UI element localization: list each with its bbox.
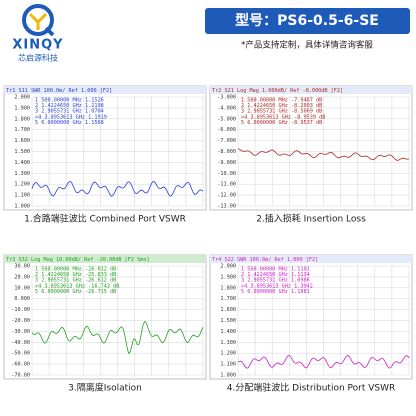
trace bbox=[31, 180, 204, 197]
caption: 1.合路端驻波比 Combined Port VSWR bbox=[24, 213, 186, 225]
y-label: 1.200 bbox=[220, 351, 236, 357]
y-label: -40.00 bbox=[11, 340, 30, 346]
y-label: -10.00 bbox=[217, 171, 236, 177]
marker-row: >4 3.8953613 GHz -8.9539 dB bbox=[241, 114, 325, 120]
marker-row: 2 1.4224650 GHz 1.1134 bbox=[241, 272, 310, 278]
caption: 3.隔离度Isolation bbox=[68, 382, 142, 394]
brand-cn: 芯启源科技 bbox=[18, 53, 58, 63]
y-label: 1.300 bbox=[14, 171, 30, 177]
marker-row: 5 6.0000000 GHz 1.1568 bbox=[35, 120, 104, 126]
marker-row: 1 500.00000 MHz 1.1526 bbox=[35, 98, 104, 104]
y-label: 1.800 bbox=[14, 116, 30, 122]
trace-title: Tr4 S22 SWR 100.0m/ Ref 1.000 [F2] bbox=[212, 257, 318, 263]
y-label: 1.700 bbox=[14, 127, 30, 133]
panel-frame bbox=[3, 85, 207, 211]
y-label: 1.100 bbox=[14, 193, 30, 199]
y-label: -60.00 bbox=[11, 362, 30, 368]
model: 型号：PS6-0.5-6-SE bbox=[235, 12, 379, 29]
vna-panel: Tr1 S11 SWR 100.0m/ Ref 1.000 [F2]2.000 1… bbox=[3, 85, 207, 225]
marker-row: >4 3.8953613 GHz 1.1919 bbox=[35, 114, 107, 120]
vna-panel: Tr2 S21 Log Mag 1.000dB/ Ref -8.000dB [F… bbox=[209, 85, 413, 225]
title-bar bbox=[210, 255, 412, 263]
y-label: -10.00 bbox=[11, 307, 30, 313]
panel-frame bbox=[209, 85, 413, 211]
y-label: -30.00 bbox=[11, 329, 30, 335]
marker-row: 3 2.9055731 GHz 1.0986 bbox=[241, 278, 310, 284]
y-label: 1.900 bbox=[14, 105, 30, 111]
y-label: -13.00 bbox=[217, 204, 236, 210]
y-label: -50.00 bbox=[11, 351, 30, 357]
y-label: 1.300 bbox=[220, 340, 236, 346]
marker-row: 5 6.0000000 GHz 1.1881 bbox=[241, 289, 310, 295]
marker-row: 3 2.9055731 GHz -26.612 dB bbox=[35, 278, 116, 284]
y-label: 0.000 bbox=[14, 296, 30, 302]
title-bar bbox=[4, 86, 206, 94]
y-label: -4.000 bbox=[217, 105, 236, 111]
y-label: 2.000 bbox=[220, 264, 236, 270]
y-label: 20.00 bbox=[14, 274, 30, 280]
y-label: 1.400 bbox=[220, 329, 236, 335]
y-label: -6.000 bbox=[217, 127, 236, 133]
title-bar bbox=[210, 86, 412, 94]
panels: Tr1 S11 SWR 100.0m/ Ref 1.000 [F2]2.0001… bbox=[3, 85, 413, 394]
trace-title: Tr1 S11 SWR 100.0m/ Ref 1.000 [F2] bbox=[6, 88, 112, 94]
marker-row: 2 1.4224650 GHz 1.2198 bbox=[35, 103, 104, 109]
y-label: 1.400 bbox=[14, 160, 30, 166]
marker-row: 5 6.0000000 GHz -8.9537 dB bbox=[241, 120, 322, 126]
panel-frame bbox=[209, 254, 413, 380]
caption: 4.分配端驻波比 Distribution Port VSWR bbox=[227, 382, 396, 394]
y-label: 1.500 bbox=[220, 318, 236, 324]
marker-row: >4 3.8953613 GHz -16.743 dB bbox=[35, 283, 119, 289]
trace-title: Tr2 S21 Log Mag 1.000dB/ Ref -8.000dB [F… bbox=[212, 88, 343, 94]
y-label: 30.00 bbox=[14, 264, 30, 270]
trace bbox=[237, 354, 410, 369]
y-label: 1.100 bbox=[220, 362, 236, 368]
marker-row: 3 2.9055731 GHz -8.5069 dB bbox=[241, 109, 322, 115]
y-label: 1.600 bbox=[220, 307, 236, 313]
trace bbox=[237, 148, 410, 161]
vna-panel: Tr3 S32 Log Mag 10.00dB/ Ref -20.00dB [F… bbox=[3, 254, 207, 394]
marker-row: 1 500.00000 MHz 1.1101 bbox=[241, 267, 310, 273]
caption: 2.插入损耗 Insertion Loss bbox=[256, 213, 366, 225]
logo bbox=[22, 4, 55, 37]
vna-panel: Tr4 S22 SWR 100.0m/ Ref 1.000 [F2]2.000 1… bbox=[209, 254, 413, 394]
y-label: 10.00 bbox=[14, 285, 30, 291]
title-bar bbox=[4, 255, 206, 263]
trace-title: Tr3 S32 Log Mag 10.00dB/ Ref -20.00dB [F… bbox=[6, 257, 150, 263]
y-label: 2.000 bbox=[14, 95, 30, 101]
y-label: -12.00 bbox=[217, 193, 236, 199]
y-label: -5.000 bbox=[217, 116, 236, 122]
y-label: 1.000 bbox=[14, 204, 30, 210]
y-label: -7.000 bbox=[217, 138, 236, 144]
y-label: 1.000 bbox=[220, 373, 236, 379]
marker-row: >4 3.8953613 GHz 1.3942 bbox=[241, 283, 313, 289]
y-label: -11.00 bbox=[217, 182, 236, 188]
y-label: -70.00 bbox=[11, 373, 30, 379]
panel-frame bbox=[3, 254, 207, 380]
y-label: 1.200 bbox=[14, 182, 30, 188]
trace bbox=[31, 321, 204, 355]
brand: XINQY bbox=[12, 38, 63, 53]
y-label: -20.00 bbox=[11, 318, 30, 324]
y-label: 1.700 bbox=[220, 296, 236, 302]
y-label: -3.000 bbox=[217, 95, 236, 101]
marker-row: 2 1.4224650 GHz -25.833 dB bbox=[35, 272, 116, 278]
marker-row: 2 1.4224650 GHz -8.2003 dB bbox=[241, 103, 322, 109]
note: *产品支持定制，具体详情咨询客服 bbox=[241, 40, 373, 51]
model-box bbox=[205, 8, 410, 34]
marker-row: 3 2.9055731 GHz 1.0704 bbox=[35, 109, 104, 115]
y-label: 1.600 bbox=[14, 138, 30, 144]
y-label: 1.900 bbox=[220, 274, 236, 280]
y-label: 1.500 bbox=[14, 149, 30, 155]
y-label: -9.000 bbox=[217, 160, 236, 166]
marker-row: 1 500.00000 MHz -26.012 dB bbox=[35, 267, 116, 273]
marker-row: 5 6.0000000 GHz -26.715 dB bbox=[35, 289, 116, 295]
marker-row: 1 500.00000 MHz -7.9487 dB bbox=[241, 98, 322, 104]
y-label: 1.800 bbox=[220, 285, 236, 291]
y-label: -8.000 bbox=[217, 149, 236, 155]
